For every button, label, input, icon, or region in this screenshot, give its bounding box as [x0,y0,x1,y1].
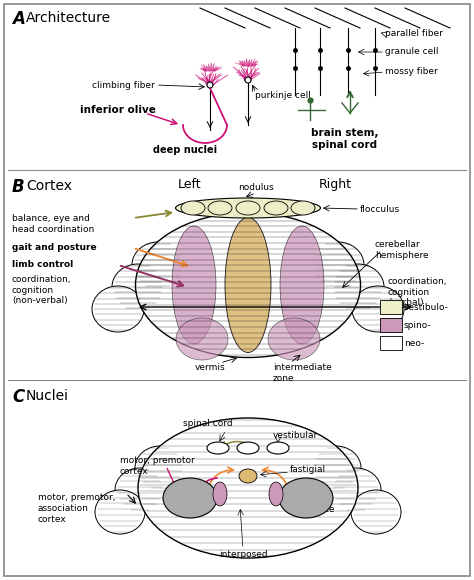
Ellipse shape [279,478,333,518]
Ellipse shape [208,201,232,215]
Ellipse shape [268,318,320,360]
Ellipse shape [181,201,205,215]
Text: motor, premotor
cortex: motor, premotor cortex [120,456,195,476]
Ellipse shape [136,212,361,357]
Text: deep nuclei: deep nuclei [153,145,217,155]
Text: interposed: interposed [219,550,267,559]
Ellipse shape [269,482,283,506]
FancyBboxPatch shape [4,4,470,576]
Ellipse shape [280,226,324,344]
Text: granule cell: granule cell [385,48,438,56]
Ellipse shape [291,201,315,215]
Text: Cortex: Cortex [26,179,72,193]
Ellipse shape [237,442,259,454]
Ellipse shape [95,490,145,534]
Ellipse shape [207,82,213,88]
Text: C: C [12,388,24,406]
Text: brain stem,: brain stem, [311,128,379,138]
Text: spinal cord: spinal cord [183,419,233,428]
Text: nodulus: nodulus [238,183,274,192]
Text: vestibular: vestibular [273,432,318,440]
FancyBboxPatch shape [380,336,402,350]
Ellipse shape [267,442,289,454]
Text: Left: Left [178,178,202,191]
Text: neo-: neo- [404,339,424,347]
Ellipse shape [312,242,364,288]
Text: gait and posture: gait and posture [12,243,97,252]
Ellipse shape [351,490,401,534]
Text: inferior olive: inferior olive [80,105,156,115]
Text: climbing fiber: climbing fiber [92,81,155,89]
Ellipse shape [239,469,257,483]
Ellipse shape [311,446,361,490]
Text: vermis: vermis [195,363,225,372]
Text: parallel fiber: parallel fiber [385,30,443,38]
Text: coordination,
cognition
(non-verbal): coordination, cognition (non-verbal) [12,275,72,306]
Ellipse shape [225,218,271,353]
Text: Right: Right [319,178,352,191]
Ellipse shape [236,201,260,215]
Text: balance, eye and
head coordination: balance, eye and head coordination [12,214,94,234]
Text: intermediate
zone: intermediate zone [273,363,332,383]
Text: B: B [12,178,25,196]
Ellipse shape [207,442,229,454]
Text: vestibulo-: vestibulo- [404,303,449,311]
Text: Nuclei: Nuclei [26,389,69,403]
Text: spino-: spino- [404,321,432,329]
Text: Architecture: Architecture [26,11,111,25]
Ellipse shape [115,468,165,512]
Ellipse shape [331,468,381,512]
Text: spinal cord: spinal cord [312,140,378,150]
Text: cerebellar
hemisphere: cerebellar hemisphere [375,240,428,260]
Ellipse shape [352,286,404,332]
Ellipse shape [135,446,185,490]
FancyBboxPatch shape [380,318,402,332]
Ellipse shape [163,478,217,518]
Text: flocculus: flocculus [360,205,400,215]
Text: coordination,
cognition
(verbal): coordination, cognition (verbal) [388,277,447,307]
Ellipse shape [132,242,184,288]
Text: purkinje cell: purkinje cell [255,90,311,100]
Ellipse shape [245,77,251,83]
Ellipse shape [213,482,227,506]
Ellipse shape [264,201,288,215]
Text: mossy fiber: mossy fiber [385,67,438,77]
Ellipse shape [92,286,144,332]
Ellipse shape [172,226,216,344]
Ellipse shape [175,198,320,218]
Text: motor, premotor,
association
cortex: motor, premotor, association cortex [38,493,116,524]
Ellipse shape [138,418,358,558]
Text: dentate: dentate [300,506,336,514]
Text: fastigial: fastigial [290,466,326,474]
Ellipse shape [332,264,384,310]
Ellipse shape [112,264,164,310]
Ellipse shape [176,318,228,360]
Text: A: A [12,10,25,28]
FancyBboxPatch shape [380,300,402,314]
Text: limb control: limb control [12,260,73,269]
